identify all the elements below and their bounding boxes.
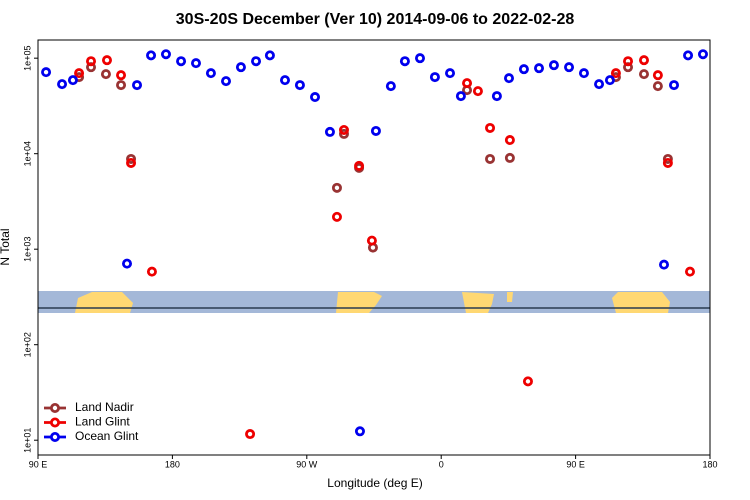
point [132, 80, 143, 91]
point [116, 80, 127, 91]
y-axis-label: N Total [0, 228, 12, 265]
x-tick-label: 90 W [296, 459, 318, 469]
point [564, 62, 575, 73]
y-tick-label: 1e+04 [22, 141, 32, 166]
legend-marker [50, 431, 61, 442]
x-tick-label: 90 E [29, 459, 48, 469]
point [638, 69, 649, 80]
point [534, 63, 545, 74]
point [338, 128, 349, 139]
point [354, 426, 365, 437]
point [279, 75, 290, 86]
point [74, 68, 85, 79]
legend-label: Land Nadir [75, 400, 134, 414]
point [324, 126, 335, 137]
point [503, 73, 514, 84]
point [414, 53, 425, 64]
y-tick-label: 1e+01 [22, 428, 32, 453]
point [504, 152, 515, 163]
point [146, 266, 157, 277]
point [160, 49, 171, 60]
point [67, 75, 78, 86]
point [662, 157, 673, 168]
point [385, 81, 396, 92]
legend-marker [50, 402, 61, 413]
point [485, 153, 496, 164]
point [462, 78, 473, 89]
point [41, 67, 52, 78]
point [338, 125, 349, 136]
point [518, 64, 529, 75]
point [310, 92, 321, 103]
point [504, 135, 515, 146]
point [522, 376, 533, 387]
point [126, 153, 137, 164]
x-axis-label: Longitude (deg E) [327, 476, 422, 490]
x-tick-label: 180 [165, 459, 180, 469]
map-strip [38, 291, 710, 313]
x-tick-label: 180 [702, 459, 717, 469]
point [652, 70, 663, 81]
point [221, 76, 232, 87]
point [100, 69, 111, 80]
point [366, 235, 377, 246]
point [472, 86, 483, 97]
point [659, 259, 670, 270]
point [548, 60, 559, 71]
point [86, 56, 97, 67]
point [370, 125, 381, 136]
point [205, 68, 216, 79]
y-tick-label: 1e+03 [22, 237, 32, 262]
point [491, 91, 502, 102]
point [146, 50, 157, 61]
point [610, 68, 621, 79]
point [669, 80, 680, 91]
point [251, 56, 262, 67]
point [594, 79, 605, 90]
point [190, 58, 201, 69]
y-tick-label: 1e+02 [22, 332, 32, 357]
point [578, 68, 589, 79]
point [604, 75, 615, 86]
point [684, 266, 695, 277]
point [697, 49, 708, 60]
x-tick-label: 90 E [566, 459, 585, 469]
point [445, 68, 456, 79]
legend-label: Land Glint [75, 415, 130, 429]
point [331, 182, 342, 193]
legend-marker [50, 417, 61, 428]
point [399, 56, 410, 67]
point [264, 50, 275, 61]
legend-label: Ocean Glint [75, 429, 139, 443]
chart-title: 30S-20S December (Ver 10) 2014-09-06 to … [176, 11, 575, 28]
point [683, 50, 694, 61]
point [331, 211, 342, 222]
point [116, 70, 127, 81]
point [294, 80, 305, 91]
point [235, 62, 246, 73]
point [623, 56, 634, 67]
point [57, 79, 68, 90]
point [101, 55, 112, 66]
point [126, 157, 137, 168]
point [245, 429, 256, 440]
point [455, 91, 466, 102]
point [122, 258, 133, 269]
x-tick-label: 0 [439, 459, 444, 469]
point [176, 56, 187, 67]
point [485, 122, 496, 133]
point [354, 160, 365, 171]
point [638, 55, 649, 66]
y-tick-label: 1e+05 [22, 46, 32, 71]
point [662, 153, 673, 164]
plot-frame [37, 39, 711, 456]
point [652, 81, 663, 92]
point [429, 72, 440, 83]
